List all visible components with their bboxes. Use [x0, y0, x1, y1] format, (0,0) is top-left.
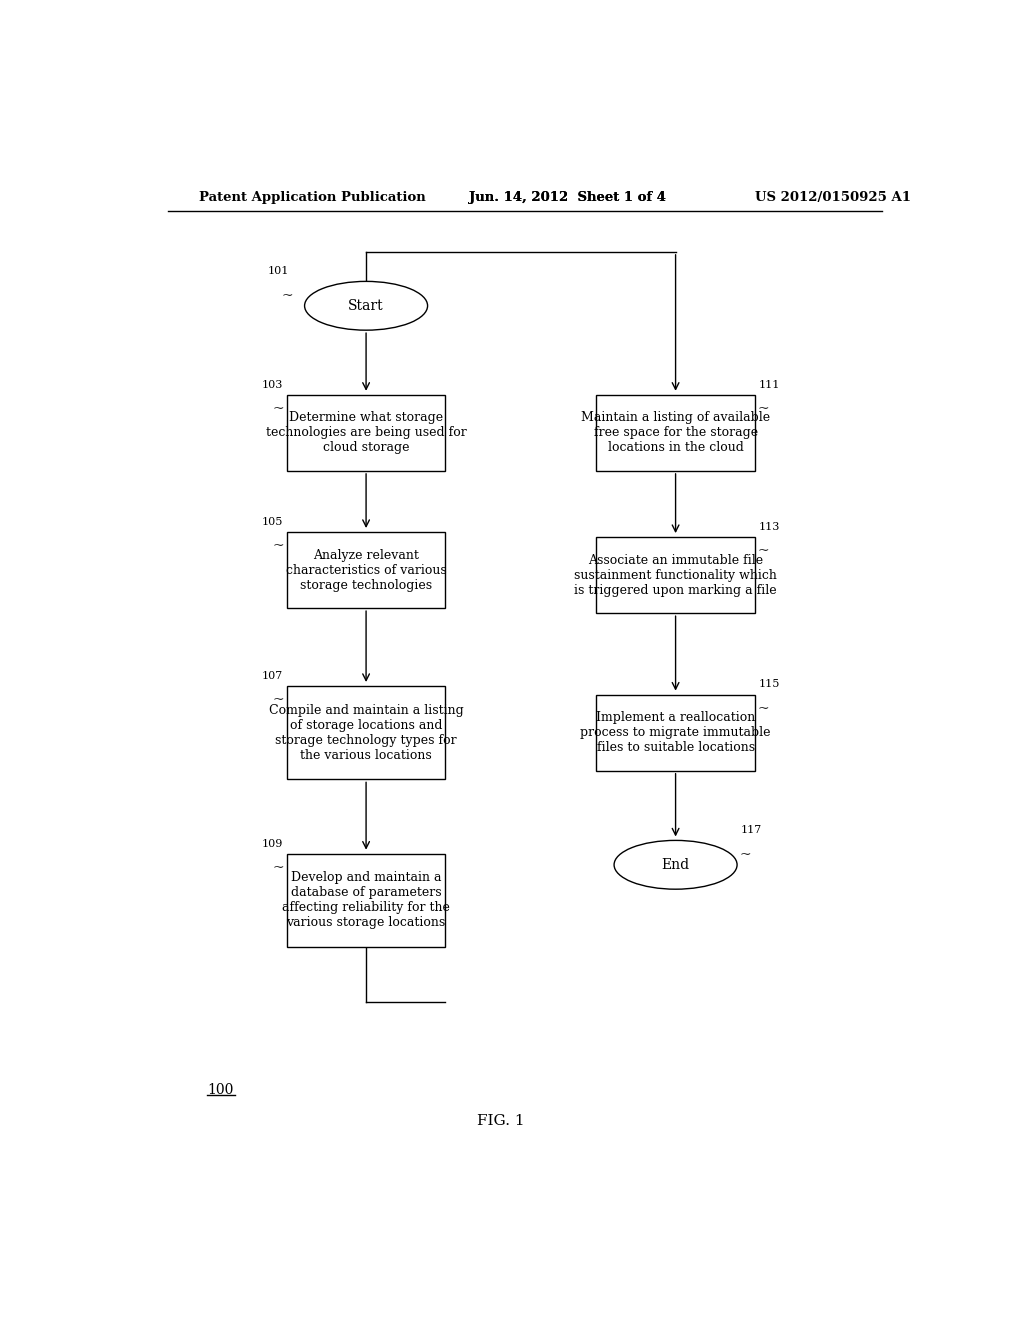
Text: FIG. 1: FIG. 1 [477, 1114, 525, 1127]
Text: 111: 111 [759, 380, 780, 389]
Text: Jun. 14, 2012  Sheet 1 of 4: Jun. 14, 2012 Sheet 1 of 4 [469, 190, 667, 203]
Text: Start: Start [348, 298, 384, 313]
Text: 100: 100 [207, 1084, 233, 1097]
Text: Associate an immutable file
sustainment functionality which
is triggered upon ma: Associate an immutable file sustainment … [574, 553, 777, 597]
Text: Patent Application Publication: Patent Application Publication [200, 190, 426, 203]
FancyBboxPatch shape [287, 532, 445, 609]
Text: ~: ~ [272, 693, 285, 708]
Text: 101: 101 [267, 267, 289, 276]
Text: 117: 117 [741, 825, 762, 836]
Text: ~: ~ [281, 289, 293, 304]
Text: Maintain a listing of available
free space for the storage
locations in the clou: Maintain a listing of available free spa… [581, 412, 770, 454]
Text: Analyze relevant
characteristics of various
storage technologies: Analyze relevant characteristics of vari… [286, 549, 446, 591]
Text: 103: 103 [261, 380, 283, 389]
FancyBboxPatch shape [596, 395, 755, 471]
Ellipse shape [304, 281, 428, 330]
FancyBboxPatch shape [596, 694, 755, 771]
Text: Determine what storage
technologies are being used for
cloud storage: Determine what storage technologies are … [265, 412, 467, 454]
Text: ~: ~ [758, 702, 769, 715]
Text: 115: 115 [759, 680, 780, 689]
Text: Implement a reallocation
process to migrate immutable
files to suitable location: Implement a reallocation process to migr… [581, 711, 771, 754]
Text: ~: ~ [272, 861, 285, 875]
Text: Develop and maintain a
database of parameters
affecting reliability for the
vari: Develop and maintain a database of param… [283, 871, 450, 929]
Ellipse shape [614, 841, 737, 890]
Text: US 2012/0150925 A1: US 2012/0150925 A1 [755, 190, 911, 203]
Text: 109: 109 [261, 838, 283, 849]
Text: ~: ~ [739, 849, 751, 862]
Text: End: End [662, 858, 689, 871]
FancyBboxPatch shape [287, 395, 445, 471]
FancyBboxPatch shape [287, 854, 445, 948]
Text: ~: ~ [272, 401, 285, 416]
Text: ~: ~ [758, 544, 769, 558]
Text: Compile and maintain a listing
of storage locations and
storage technology types: Compile and maintain a listing of storag… [268, 704, 464, 762]
FancyBboxPatch shape [287, 686, 445, 779]
Text: Jun. 14, 2012  Sheet 1 of 4: Jun. 14, 2012 Sheet 1 of 4 [469, 190, 667, 203]
FancyBboxPatch shape [596, 537, 755, 614]
Text: 107: 107 [261, 671, 283, 681]
Text: 105: 105 [261, 517, 283, 527]
Text: ~: ~ [272, 539, 285, 553]
Text: 113: 113 [759, 521, 780, 532]
Text: ~: ~ [758, 401, 769, 416]
